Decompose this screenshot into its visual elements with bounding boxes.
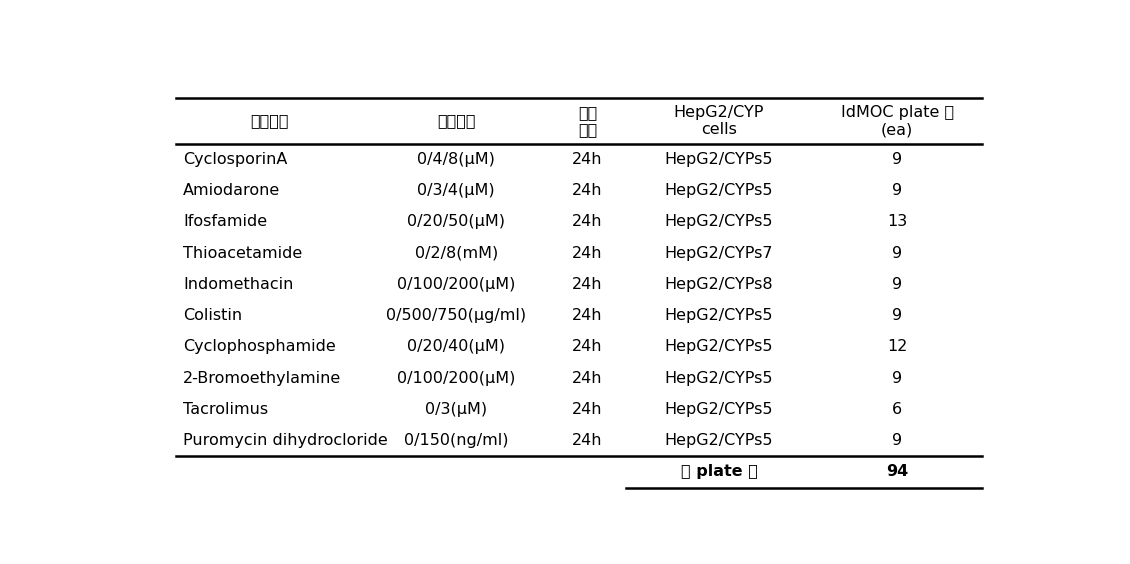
Text: 24h: 24h <box>573 340 603 354</box>
Text: 9: 9 <box>892 152 902 167</box>
Text: Indomethacin: Indomethacin <box>183 277 294 292</box>
Text: 0/20/50(μM): 0/20/50(μM) <box>407 214 505 230</box>
Text: 6: 6 <box>892 402 902 417</box>
Text: HepG2/CYPs8: HepG2/CYPs8 <box>664 277 773 292</box>
Text: 13: 13 <box>887 214 907 230</box>
Text: 9: 9 <box>892 245 902 261</box>
Text: Cyclophosphamide: Cyclophosphamide <box>183 340 336 354</box>
Text: 24h: 24h <box>573 214 603 230</box>
Text: Colistin: Colistin <box>183 308 243 323</box>
Text: 0/500/750(μg/ml): 0/500/750(μg/ml) <box>386 308 527 323</box>
Text: 24h: 24h <box>573 277 603 292</box>
Text: 12: 12 <box>887 340 907 354</box>
Text: Thioacetamide: Thioacetamide <box>183 245 303 261</box>
Text: 0/3/4(μM): 0/3/4(μM) <box>417 183 495 198</box>
Text: HepG2/CYPs5: HepG2/CYPs5 <box>664 183 773 198</box>
Text: 0/20/40(μM): 0/20/40(μM) <box>407 340 505 354</box>
Text: 24h: 24h <box>573 183 603 198</box>
Text: 0/4/8(μM): 0/4/8(μM) <box>417 152 495 167</box>
Text: 9: 9 <box>892 183 902 198</box>
Text: Ifosfamide: Ifosfamide <box>183 214 268 230</box>
Text: HepG2/CYPs7: HepG2/CYPs7 <box>664 245 773 261</box>
Text: 24h: 24h <box>573 371 603 386</box>
Text: HepG2/CYPs5: HepG2/CYPs5 <box>664 308 773 323</box>
Text: 9: 9 <box>892 433 902 448</box>
Text: HepG2/CYPs5: HepG2/CYPs5 <box>664 402 773 417</box>
Text: HepG2/CYPs5: HepG2/CYPs5 <box>664 214 773 230</box>
Text: 완 plate 수: 완 plate 수 <box>680 465 757 479</box>
Text: 94: 94 <box>886 465 909 479</box>
Text: 9: 9 <box>892 308 902 323</box>
Text: 처리
시간: 처리 시간 <box>577 105 598 137</box>
Text: 0/3(μM): 0/3(μM) <box>425 402 487 417</box>
Text: 24h: 24h <box>573 245 603 261</box>
Text: 9: 9 <box>892 277 902 292</box>
Text: 0/2/8(mM): 0/2/8(mM) <box>415 245 498 261</box>
Text: HepG2/CYPs5: HepG2/CYPs5 <box>664 371 773 386</box>
Text: 2-Bromoethylamine: 2-Bromoethylamine <box>183 371 341 386</box>
Text: HepG2/CYPs5: HepG2/CYPs5 <box>664 340 773 354</box>
Text: 24h: 24h <box>573 402 603 417</box>
Text: HepG2/CYPs5: HepG2/CYPs5 <box>664 433 773 448</box>
Text: 처리물질: 처리물질 <box>251 113 289 129</box>
Text: 0/150(ng/ml): 0/150(ng/ml) <box>403 433 508 448</box>
Text: HepG2/CYP
cells: HepG2/CYP cells <box>673 105 764 137</box>
Text: 24h: 24h <box>573 433 603 448</box>
Text: CyclosporinA: CyclosporinA <box>183 152 288 167</box>
Text: Puromycin dihydrocloride: Puromycin dihydrocloride <box>183 433 388 448</box>
Text: Tacrolimus: Tacrolimus <box>183 402 269 417</box>
Text: Amiodarone: Amiodarone <box>183 183 280 198</box>
Text: 처리농도: 처리농도 <box>437 113 476 129</box>
Text: HepG2/CYPs5: HepG2/CYPs5 <box>664 152 773 167</box>
Text: IdMOC plate 수
(ea): IdMOC plate 수 (ea) <box>841 105 954 137</box>
Text: 0/100/200(μM): 0/100/200(μM) <box>397 277 515 292</box>
Text: 9: 9 <box>892 371 902 386</box>
Text: 0/100/200(μM): 0/100/200(μM) <box>397 371 515 386</box>
Text: 24h: 24h <box>573 152 603 167</box>
Text: 24h: 24h <box>573 308 603 323</box>
